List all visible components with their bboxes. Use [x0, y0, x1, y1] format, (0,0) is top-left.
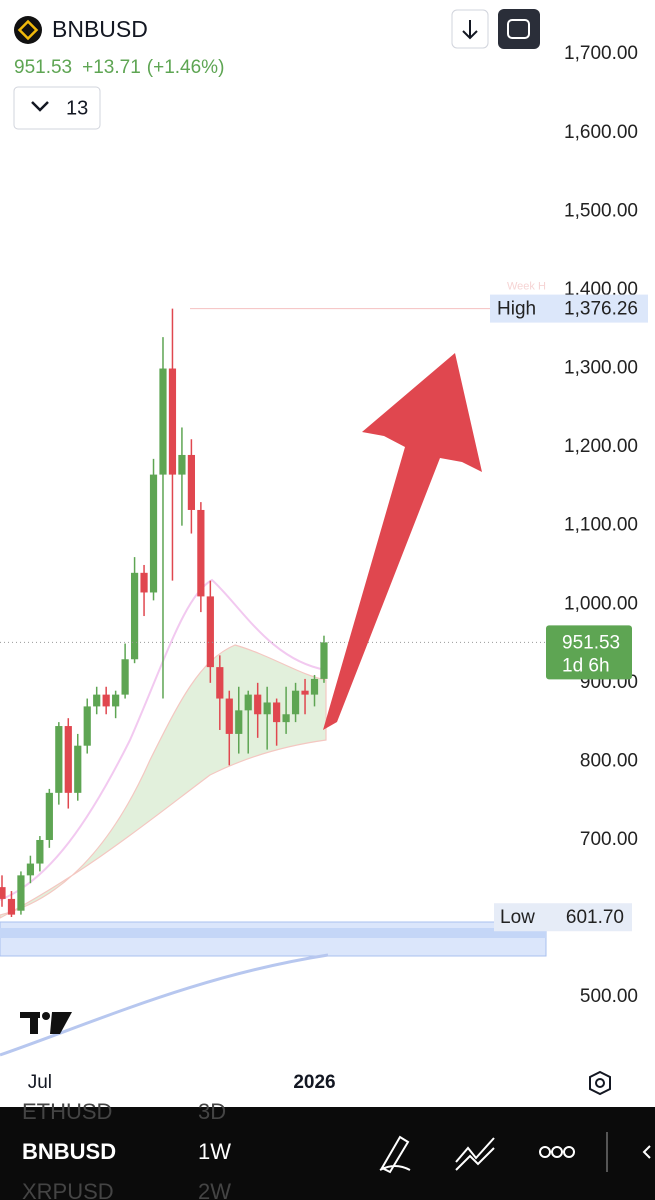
low-label-box	[494, 903, 632, 932]
arrow	[323, 353, 482, 730]
candle-body	[225, 698, 233, 734]
candle-body	[121, 659, 129, 695]
candle-body	[0, 887, 6, 899]
plot	[0, 308, 547, 1057]
candle-body	[149, 474, 158, 593]
fullscreen-icon	[507, 19, 530, 39]
candle-body	[187, 454, 195, 510]
candle-body	[55, 726, 63, 793]
candle-body	[291, 690, 300, 715]
candle-body	[263, 702, 271, 715]
collapse-button[interactable]	[642, 1145, 651, 1159]
candle-body	[235, 710, 243, 734]
settings-button[interactable]	[589, 1070, 611, 1096]
chevron	[31, 101, 49, 112]
logo	[20, 1012, 72, 1034]
more-button[interactable]	[539, 1146, 575, 1158]
change-pct: (+1.46%)	[147, 57, 225, 78]
y-tick-label: 1,700.00	[564, 43, 638, 64]
candle-body	[301, 690, 309, 695]
toggle-box[interactable]	[13, 86, 101, 130]
interval-item[interactable]: 3D	[198, 1099, 226, 1124]
price-tag-value: 951.53	[562, 632, 620, 653]
price: 951.53 +13.71 (+1.46%)	[14, 57, 224, 78]
gear-icon[interactable]	[589, 1070, 611, 1096]
gear-center	[595, 1078, 605, 1088]
low-value: 601.70	[566, 907, 624, 928]
y-tick-label: 1,300.00	[564, 358, 638, 379]
indicators-tool[interactable]	[455, 1137, 495, 1171]
candle-body	[102, 694, 110, 707]
candle-body	[26, 863, 35, 876]
candle-body	[130, 572, 139, 660]
indicator-count: 13	[66, 97, 88, 119]
candle-body	[168, 368, 177, 475]
symbol-icon	[14, 16, 42, 44]
line-annotation: Week H	[507, 281, 546, 293]
indicator-toggle[interactable]: 13	[13, 86, 101, 130]
download-icon	[462, 20, 478, 40]
change: +13.71	[82, 57, 141, 78]
ema-line	[0, 578, 327, 901]
symbol-item[interactable]: XRPUSD	[22, 1179, 114, 1200]
symbol-item[interactable]: ETHUSD	[22, 1099, 112, 1124]
x-tick-label: Jul	[28, 1072, 52, 1093]
high-value: 1,376.26	[564, 299, 638, 320]
candle-body	[273, 702, 281, 723]
y-tick-label: 1,100.00	[564, 515, 638, 536]
candle-body	[7, 898, 16, 915]
candle-body	[244, 694, 252, 711]
price-tag	[546, 625, 632, 680]
countdown: 1d 6h	[562, 655, 610, 676]
candle-body	[206, 596, 214, 668]
candle-body	[310, 678, 319, 695]
candle-body	[197, 509, 205, 597]
y-tick-label: 700.00	[580, 829, 638, 850]
candle-body	[112, 694, 120, 707]
candle-body	[74, 745, 82, 793]
candle-body	[93, 694, 101, 707]
x-tick-label: 2026	[293, 1072, 335, 1093]
download-button[interactable]	[451, 9, 489, 49]
draw-tool[interactable]	[379, 1135, 411, 1174]
candle-body	[140, 572, 148, 593]
candle-body	[178, 454, 186, 475]
button-box[interactable]	[498, 9, 540, 49]
y-tick-label: 1,600.00	[564, 122, 638, 143]
fullscreen-button[interactable]	[498, 9, 540, 49]
price-value: 951.53	[14, 57, 72, 78]
y-tick-label: 500.00	[580, 986, 638, 1007]
candle-body	[282, 714, 290, 723]
high-label: High	[497, 299, 536, 320]
y-tick-label: 1,500.00	[564, 200, 638, 221]
y-tick-label: 800.00	[580, 750, 638, 771]
candle-body	[36, 839, 44, 864]
symbol-icon-mark	[17, 19, 39, 41]
candle-body	[45, 792, 53, 840]
symbol-item-selected[interactable]: BNBUSD	[22, 1139, 116, 1164]
candle-body	[64, 726, 72, 793]
y-tick-label: 1,200.00	[564, 436, 638, 457]
low-label: Low	[500, 907, 535, 928]
high-label-box	[490, 294, 648, 323]
bottom-bar	[0, 1107, 655, 1200]
interval-item-selected[interactable]: 1W	[198, 1139, 231, 1164]
interval-item[interactable]: 2W	[198, 1179, 231, 1200]
candle-body	[254, 694, 262, 715]
candle-body	[83, 706, 91, 746]
symbol[interactable]: BNBUSD	[52, 16, 148, 42]
candle-body	[159, 368, 167, 475]
ma-line	[0, 953, 329, 1057]
low-band	[0, 921, 547, 957]
y-tick-label: 1,000.00	[564, 593, 638, 614]
candle-body	[17, 875, 25, 911]
candle-body	[320, 642, 328, 679]
indicator-band	[0, 644, 327, 919]
candle-body	[216, 667, 224, 699]
low-band-core	[0, 928, 546, 938]
